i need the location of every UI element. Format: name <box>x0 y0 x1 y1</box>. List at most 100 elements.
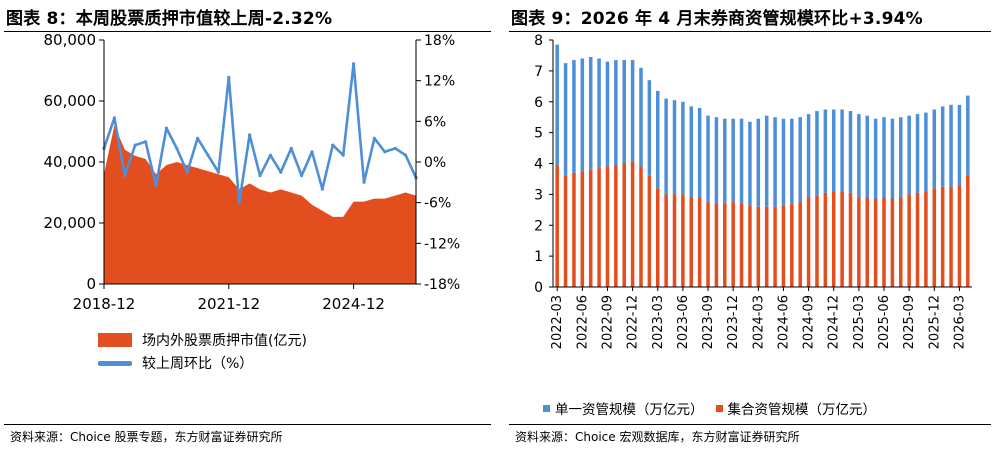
right-bar-single <box>555 44 559 166</box>
right-bar-single <box>949 104 953 187</box>
right-bar-collective <box>865 197 870 287</box>
right-bar-single <box>689 106 694 198</box>
right-bar-single <box>840 109 844 192</box>
right-bar-collective <box>806 197 811 287</box>
left-y2-tick-label: 12% <box>424 74 455 90</box>
right-x-tick-label: 2024-09 <box>802 295 817 349</box>
left-line-point <box>112 116 116 120</box>
right-bar-collective <box>706 202 710 287</box>
right-bar-collective <box>823 192 828 287</box>
right-bar-single <box>831 109 836 192</box>
left-y-tick-label: 60,000 <box>44 92 97 110</box>
right-y-tick-label: 5 <box>534 126 543 142</box>
right-bar-single <box>823 109 828 193</box>
right-bar-collective <box>899 197 903 287</box>
right-bar-collective <box>672 194 677 288</box>
right-bar-single <box>790 118 794 204</box>
right-bar-single <box>915 114 920 193</box>
right-x-tick-label: 2024-03 <box>751 295 766 349</box>
left-y2-tick-label: 0% <box>424 155 446 171</box>
left-x-tick-label: 2024-12 <box>322 295 385 313</box>
left-y-tick-label: 0 <box>86 275 96 293</box>
right-bar-collective <box>890 199 895 287</box>
left-line-point <box>320 187 324 191</box>
left-y-tick-label: 20,000 <box>44 214 97 232</box>
left-line-point <box>206 153 210 157</box>
right-bar-single <box>882 117 886 198</box>
right-bar-collective <box>831 191 836 287</box>
right-bar-single <box>697 107 702 198</box>
right-bar-collective <box>932 188 937 287</box>
left-line-point <box>175 146 179 150</box>
right-bar-single <box>806 114 811 198</box>
left-y2-tick-label: 18% <box>424 33 455 49</box>
left-source: 资料来源：Choice 股票专题，东方财富证券研究所 <box>10 430 283 444</box>
right-x-tick-label: 2023-12 <box>726 295 741 349</box>
right-bar-single <box>655 90 660 189</box>
right-bar-single <box>924 112 928 192</box>
right-bar-single <box>563 63 568 176</box>
right-bar-single <box>681 101 685 195</box>
right-legend-s2-label: 集合资管规模（万亿元） <box>727 402 877 418</box>
right-bar-collective <box>790 203 794 287</box>
left-legend-line-label: 较上周环比（%） <box>142 356 254 372</box>
right-bar-single <box>907 115 911 195</box>
right-y-tick-label: 7 <box>534 64 543 80</box>
left-line-point <box>164 126 168 130</box>
right-bar-single <box>588 56 593 170</box>
right-x-tick-label: 2025-12 <box>927 295 942 349</box>
left-legend-bar-label: 场内外股票质押市值(亿元) <box>142 333 307 349</box>
right-bar-collective <box>614 165 618 287</box>
right-bar-single <box>706 115 710 203</box>
left-line-point <box>133 143 137 147</box>
right-y-tick-label: 3 <box>534 187 543 203</box>
left-y-tick-label: 40,000 <box>44 153 97 171</box>
right-bar-collective <box>798 202 802 287</box>
right-bar-single <box>815 111 819 196</box>
right-source: 资料来源：Choice 宏观数据库，东方财富证券研究所 <box>515 430 800 444</box>
left-chart: 0 20,000 40,000 60,000 80,000 -18% -12% -6% 0% 6%… <box>44 31 461 313</box>
right-bar-collective <box>940 186 945 287</box>
left-series-area-market-value <box>104 125 416 285</box>
left-line-point <box>289 146 293 150</box>
left-line-point <box>196 136 200 140</box>
left-line-point <box>362 180 366 184</box>
right-bar-collective <box>966 175 970 287</box>
right-y-tick-label: 1 <box>534 249 543 265</box>
right-chart-title: 图表 9：2026 年 4 月末券商资管规模环比+3.94% <box>511 9 923 29</box>
right-x-tick-label: 2022-06 <box>575 295 590 349</box>
right-bar-collective <box>773 206 777 287</box>
right-y-tick-label: 2 <box>534 218 543 234</box>
right-bar-collective <box>748 205 752 287</box>
right-bar-collective <box>781 205 786 287</box>
left-legend-bar: 场内外股票质押市值(亿元) <box>98 330 307 350</box>
right-legend-s1-label: 单一资管规模（万亿元） <box>555 402 704 418</box>
right-bar-collective <box>647 175 652 287</box>
left-panel: 图表 8：本周股票质押市值较上周-2.32% 0 20,000 40,000 60,0… <box>0 0 497 450</box>
left-y-tick-label: 80,000 <box>44 31 97 49</box>
left-line-point <box>310 150 314 154</box>
right-bar-collective <box>697 197 702 287</box>
left-legend-line: 较上周环比（%） <box>98 353 253 373</box>
right-bar-collective <box>907 194 911 288</box>
left-line-point <box>300 174 304 178</box>
right-bar-collective <box>588 169 593 287</box>
right-x-tick-label: 2023-09 <box>701 295 716 349</box>
right-x-tick-label: 2025-03 <box>852 295 867 349</box>
right-x-tick-label: 2025-09 <box>902 295 917 349</box>
right-bar-collective <box>555 165 559 287</box>
left-line-point <box>383 150 387 154</box>
right-bar-single <box>957 104 962 186</box>
left-legend-bar-swatch <box>98 333 132 347</box>
right-bar-collective <box>957 185 962 287</box>
left-line-point <box>404 153 408 157</box>
right-bar-single <box>932 109 937 189</box>
right-bar-collective <box>689 197 694 287</box>
right-bar-collective <box>580 171 585 287</box>
right-bar-collective <box>739 203 744 287</box>
right-legend-s1-swatch <box>543 404 550 412</box>
right-bar-single <box>798 117 802 203</box>
left-title-rule <box>4 31 491 32</box>
right-bar-collective <box>664 194 668 288</box>
left-line-point <box>341 153 345 157</box>
